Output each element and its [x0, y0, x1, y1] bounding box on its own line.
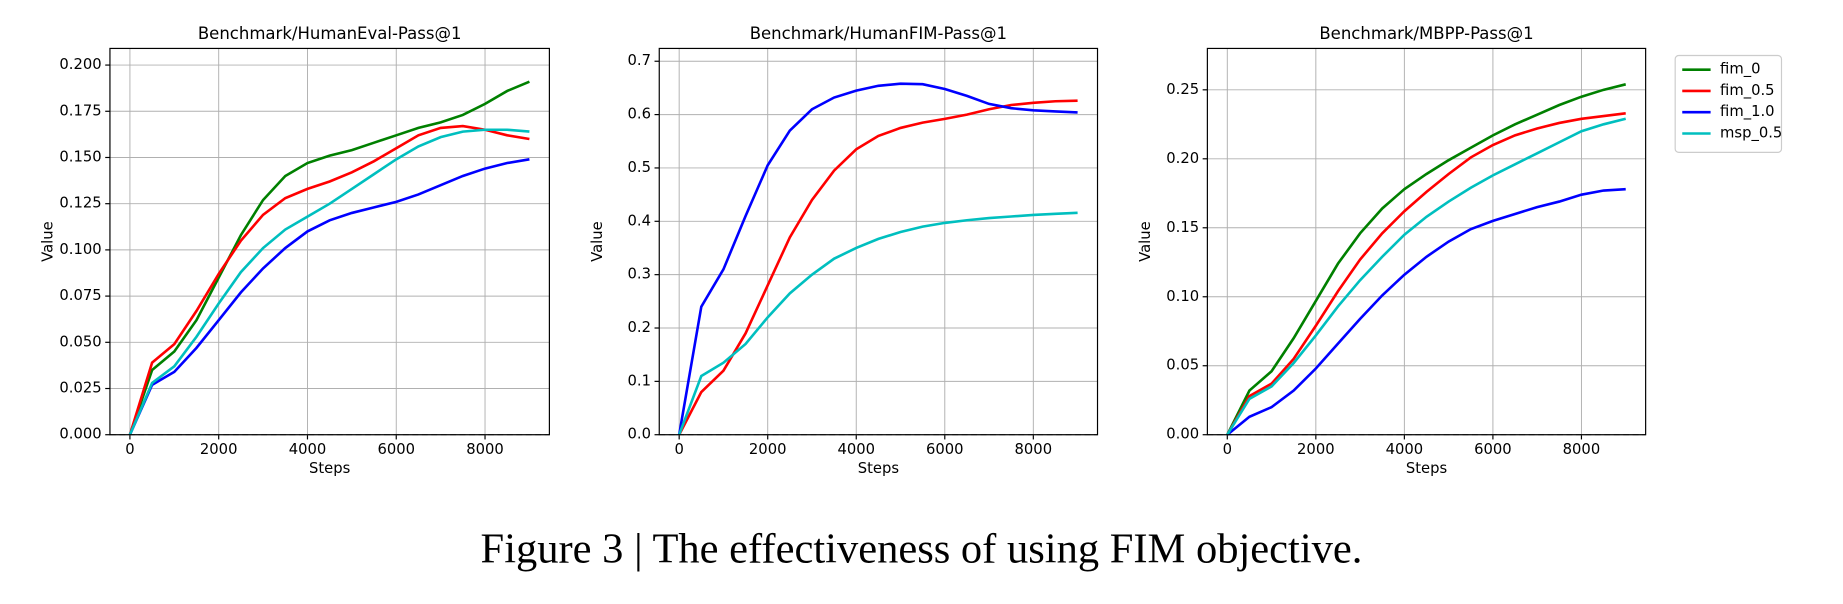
y-tick-label: 0.4	[628, 212, 651, 229]
y-tick-label: 0.10	[1166, 288, 1199, 305]
y-tick-label: 0.25	[1166, 81, 1199, 98]
y-tick-label: 0.000	[59, 426, 101, 443]
line	[677, 211, 1078, 436]
y-tick-label: 0.0	[628, 426, 651, 443]
y-tick-label: 0.050	[59, 333, 101, 350]
x-tick-label: 6000	[377, 441, 415, 458]
x-axis-label: Steps	[858, 460, 899, 477]
y-tick-label: 0.175	[59, 102, 101, 119]
x-tick-label: 8000	[1563, 441, 1601, 458]
y-tick-label: 0.1	[628, 372, 651, 389]
legend-label: fim_0.5	[1720, 82, 1775, 99]
line	[1226, 83, 1627, 436]
x-axis-label: Steps	[1406, 460, 1447, 477]
chart-title: Benchmark/HumanEval-Pass@1	[198, 24, 462, 43]
line	[128, 80, 530, 436]
x-tick-label: 2000	[200, 441, 238, 458]
x-tick-label: 2000	[1297, 441, 1335, 458]
y-axis-label: Value	[40, 221, 57, 262]
y-tick-label: 0.05	[1166, 357, 1199, 374]
legend-box	[1674, 54, 1783, 153]
x-tick-label: 2000	[749, 441, 787, 458]
chart-title: Benchmark/MBPP-Pass@1	[1319, 24, 1533, 43]
line	[677, 82, 1078, 435]
y-tick-label: 0.5	[628, 159, 651, 176]
plot-frame	[658, 47, 1099, 436]
legend-label: fim_1.0	[1720, 103, 1775, 120]
line	[1226, 187, 1626, 436]
plot-frame	[109, 47, 550, 436]
y-tick-label: 0.200	[59, 56, 101, 73]
legend-label: fim_0	[1720, 61, 1760, 78]
y-tick-label: 0.15	[1166, 219, 1199, 236]
x-tick-label: 0	[125, 441, 134, 458]
x-axis-label: Steps	[309, 460, 350, 477]
y-tick-label: 0.075	[59, 287, 101, 304]
line	[128, 128, 530, 436]
y-tick-label: 0.150	[59, 148, 101, 165]
y-axis-label: Value	[589, 221, 606, 262]
line	[678, 99, 1078, 436]
chart-title: Benchmark/HumanFIM-Pass@1	[750, 24, 1007, 43]
line	[128, 158, 530, 436]
x-tick-label: 4000	[837, 441, 875, 458]
x-tick-label: 8000	[1015, 441, 1053, 458]
y-axis-label: Value	[1137, 221, 1154, 262]
x-tick-label: 8000	[466, 441, 504, 458]
y-tick-label: 0.00	[1166, 426, 1199, 443]
y-tick-label: 0.7	[628, 52, 651, 69]
x-tick-label: 6000	[1474, 441, 1512, 458]
y-tick-label: 0.100	[59, 241, 101, 258]
x-tick-label: 4000	[1386, 441, 1424, 458]
caption: Figure 3 | The effectiveness of using FI…	[481, 526, 1363, 573]
y-tick-label: 0.025	[59, 380, 101, 397]
line	[1226, 117, 1627, 436]
x-tick-label: 0	[1223, 441, 1232, 458]
x-tick-label: 4000	[289, 441, 327, 458]
x-tick-label: 0	[674, 441, 683, 458]
y-tick-label: 0.2	[628, 319, 651, 336]
x-tick-label: 6000	[926, 441, 964, 458]
legend-label: msp_0.5	[1720, 124, 1782, 141]
y-tick-label: 0.125	[59, 195, 101, 212]
line	[128, 124, 530, 436]
line	[1226, 111, 1626, 436]
plot-frame	[1206, 47, 1647, 436]
y-tick-label: 0.6	[628, 106, 651, 123]
y-tick-label: 0.20	[1166, 150, 1199, 167]
y-tick-label: 0.3	[628, 266, 651, 283]
